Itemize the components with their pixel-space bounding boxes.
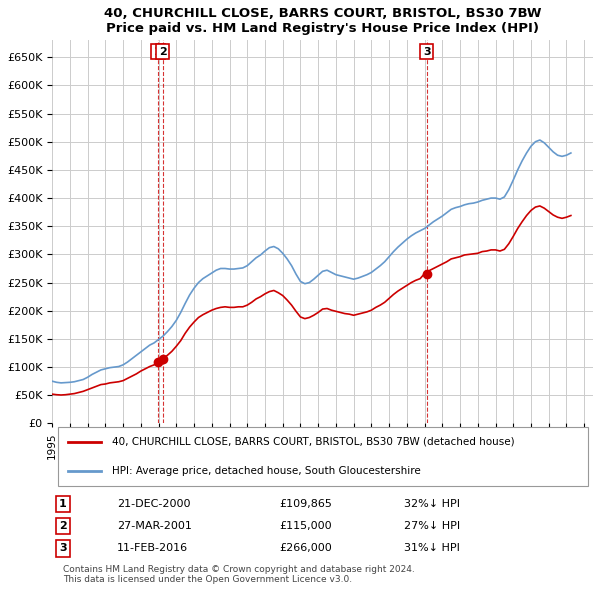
Text: £109,865: £109,865 <box>280 499 332 509</box>
Text: 11-FEB-2016: 11-FEB-2016 <box>117 543 188 553</box>
Text: 1: 1 <box>59 499 67 509</box>
FancyBboxPatch shape <box>58 427 587 486</box>
Text: 3: 3 <box>59 543 67 553</box>
Text: £115,000: £115,000 <box>280 521 332 531</box>
Text: 27%↓ HPI: 27%↓ HPI <box>404 521 460 531</box>
Text: 2: 2 <box>159 47 167 57</box>
Text: 31%↓ HPI: 31%↓ HPI <box>404 543 460 553</box>
Text: 2: 2 <box>59 521 67 531</box>
Text: 21-DEC-2000: 21-DEC-2000 <box>117 499 191 509</box>
Text: HPI: Average price, detached house, South Gloucestershire: HPI: Average price, detached house, Sout… <box>112 466 421 476</box>
Text: 1: 1 <box>154 47 162 57</box>
Text: 32%↓ HPI: 32%↓ HPI <box>404 499 460 509</box>
Text: 27-MAR-2001: 27-MAR-2001 <box>117 521 192 531</box>
Title: 40, CHURCHILL CLOSE, BARRS COURT, BRISTOL, BS30 7BW
Price paid vs. HM Land Regis: 40, CHURCHILL CLOSE, BARRS COURT, BRISTO… <box>104 7 541 35</box>
Text: 40, CHURCHILL CLOSE, BARRS COURT, BRISTOL, BS30 7BW (detached house): 40, CHURCHILL CLOSE, BARRS COURT, BRISTO… <box>112 437 514 447</box>
Text: This data is licensed under the Open Government Licence v3.0.: This data is licensed under the Open Gov… <box>63 575 352 584</box>
Text: 3: 3 <box>423 47 431 57</box>
Text: £266,000: £266,000 <box>280 543 332 553</box>
Text: Contains HM Land Registry data © Crown copyright and database right 2024.: Contains HM Land Registry data © Crown c… <box>63 565 415 573</box>
